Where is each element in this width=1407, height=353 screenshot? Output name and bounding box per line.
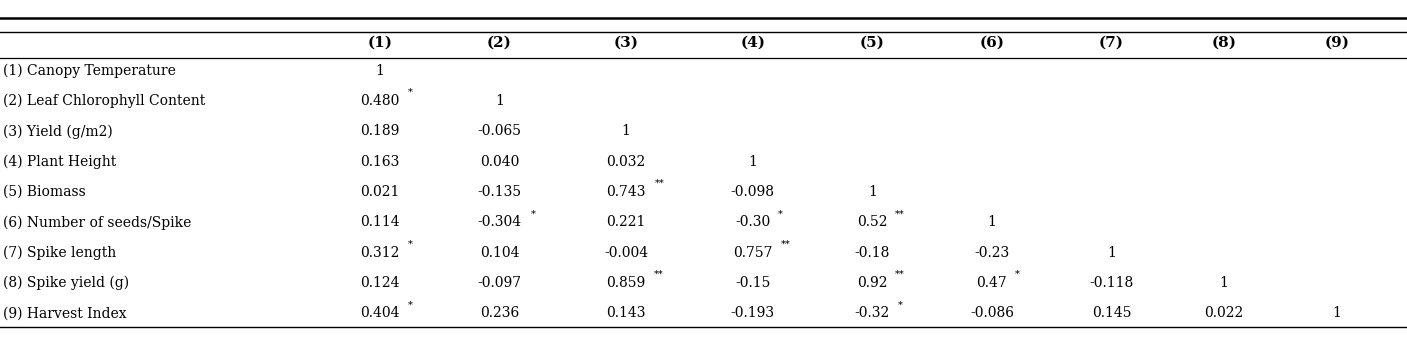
Text: (5): (5) [860, 35, 885, 49]
Text: 0.145: 0.145 [1092, 306, 1131, 321]
Text: -0.135: -0.135 [477, 185, 522, 199]
Text: -0.086: -0.086 [969, 306, 1014, 321]
Text: 1: 1 [495, 94, 504, 108]
Text: (1): (1) [367, 35, 393, 49]
Text: 0.52: 0.52 [857, 215, 888, 229]
Text: 1: 1 [1332, 306, 1341, 321]
Text: **: ** [654, 179, 664, 188]
Text: 0.114: 0.114 [360, 215, 400, 229]
Text: (4): (4) [740, 35, 765, 49]
Text: 0.022: 0.022 [1204, 306, 1244, 321]
Text: 0.221: 0.221 [606, 215, 646, 229]
Text: (7) Spike length: (7) Spike length [3, 246, 115, 260]
Text: **: ** [781, 240, 791, 249]
Text: *: * [1014, 270, 1020, 279]
Text: *: * [408, 240, 414, 249]
Text: -0.065: -0.065 [477, 124, 522, 138]
Text: (6) Number of seeds/Spike: (6) Number of seeds/Spike [3, 215, 191, 229]
Text: 0.859: 0.859 [606, 276, 646, 290]
Text: *: * [898, 300, 903, 310]
Text: (5) Biomass: (5) Biomass [3, 185, 86, 199]
Text: -0.23: -0.23 [974, 246, 1010, 260]
Text: -0.304: -0.304 [477, 215, 522, 229]
Text: *: * [408, 88, 414, 97]
Text: (3): (3) [613, 35, 639, 49]
Text: 0.480: 0.480 [360, 94, 400, 108]
Text: (8) Spike yield (g): (8) Spike yield (g) [3, 276, 129, 290]
Text: -0.32: -0.32 [854, 306, 891, 321]
Text: 0.47: 0.47 [976, 276, 1007, 290]
Text: (7): (7) [1099, 35, 1124, 49]
Text: (2): (2) [487, 35, 512, 49]
Text: (4) Plant Height: (4) Plant Height [3, 155, 115, 169]
Text: (6): (6) [979, 35, 1005, 49]
Text: -0.098: -0.098 [730, 185, 775, 199]
Text: 0.104: 0.104 [480, 246, 519, 260]
Text: 0.189: 0.189 [360, 124, 400, 138]
Text: 1: 1 [749, 155, 757, 169]
Text: -0.30: -0.30 [734, 215, 771, 229]
Text: **: ** [654, 270, 664, 279]
Text: 0.757: 0.757 [733, 246, 772, 260]
Text: *: * [408, 300, 414, 310]
Text: *: * [530, 209, 536, 219]
Text: -0.118: -0.118 [1089, 276, 1134, 290]
Text: (8): (8) [1211, 35, 1237, 49]
Text: 0.163: 0.163 [360, 155, 400, 169]
Text: 0.236: 0.236 [480, 306, 519, 321]
Text: (1) Canopy Temperature: (1) Canopy Temperature [3, 64, 176, 78]
Text: -0.193: -0.193 [730, 306, 775, 321]
Text: 1: 1 [1107, 246, 1116, 260]
Text: 1: 1 [988, 215, 996, 229]
Text: -0.004: -0.004 [604, 246, 649, 260]
Text: 0.312: 0.312 [360, 246, 400, 260]
Text: (3) Yield (g/m2): (3) Yield (g/m2) [3, 124, 113, 138]
Text: 1: 1 [376, 64, 384, 78]
Text: (2) Leaf Chlorophyll Content: (2) Leaf Chlorophyll Content [3, 94, 205, 108]
Text: 1: 1 [622, 124, 630, 138]
Text: **: ** [895, 209, 905, 219]
Text: (9) Harvest Index: (9) Harvest Index [3, 306, 127, 321]
Text: -0.097: -0.097 [477, 276, 522, 290]
Text: 0.021: 0.021 [360, 185, 400, 199]
Text: -0.18: -0.18 [854, 246, 891, 260]
Text: *: * [778, 209, 784, 219]
Text: (9): (9) [1324, 35, 1349, 49]
Text: 0.143: 0.143 [606, 306, 646, 321]
Text: 1: 1 [868, 185, 877, 199]
Text: -0.15: -0.15 [734, 276, 771, 290]
Text: **: ** [895, 270, 905, 279]
Text: 0.743: 0.743 [606, 185, 646, 199]
Text: 1: 1 [1220, 276, 1228, 290]
Text: 0.92: 0.92 [857, 276, 888, 290]
Text: 0.404: 0.404 [360, 306, 400, 321]
Text: 0.040: 0.040 [480, 155, 519, 169]
Text: 0.124: 0.124 [360, 276, 400, 290]
Text: 0.032: 0.032 [606, 155, 646, 169]
